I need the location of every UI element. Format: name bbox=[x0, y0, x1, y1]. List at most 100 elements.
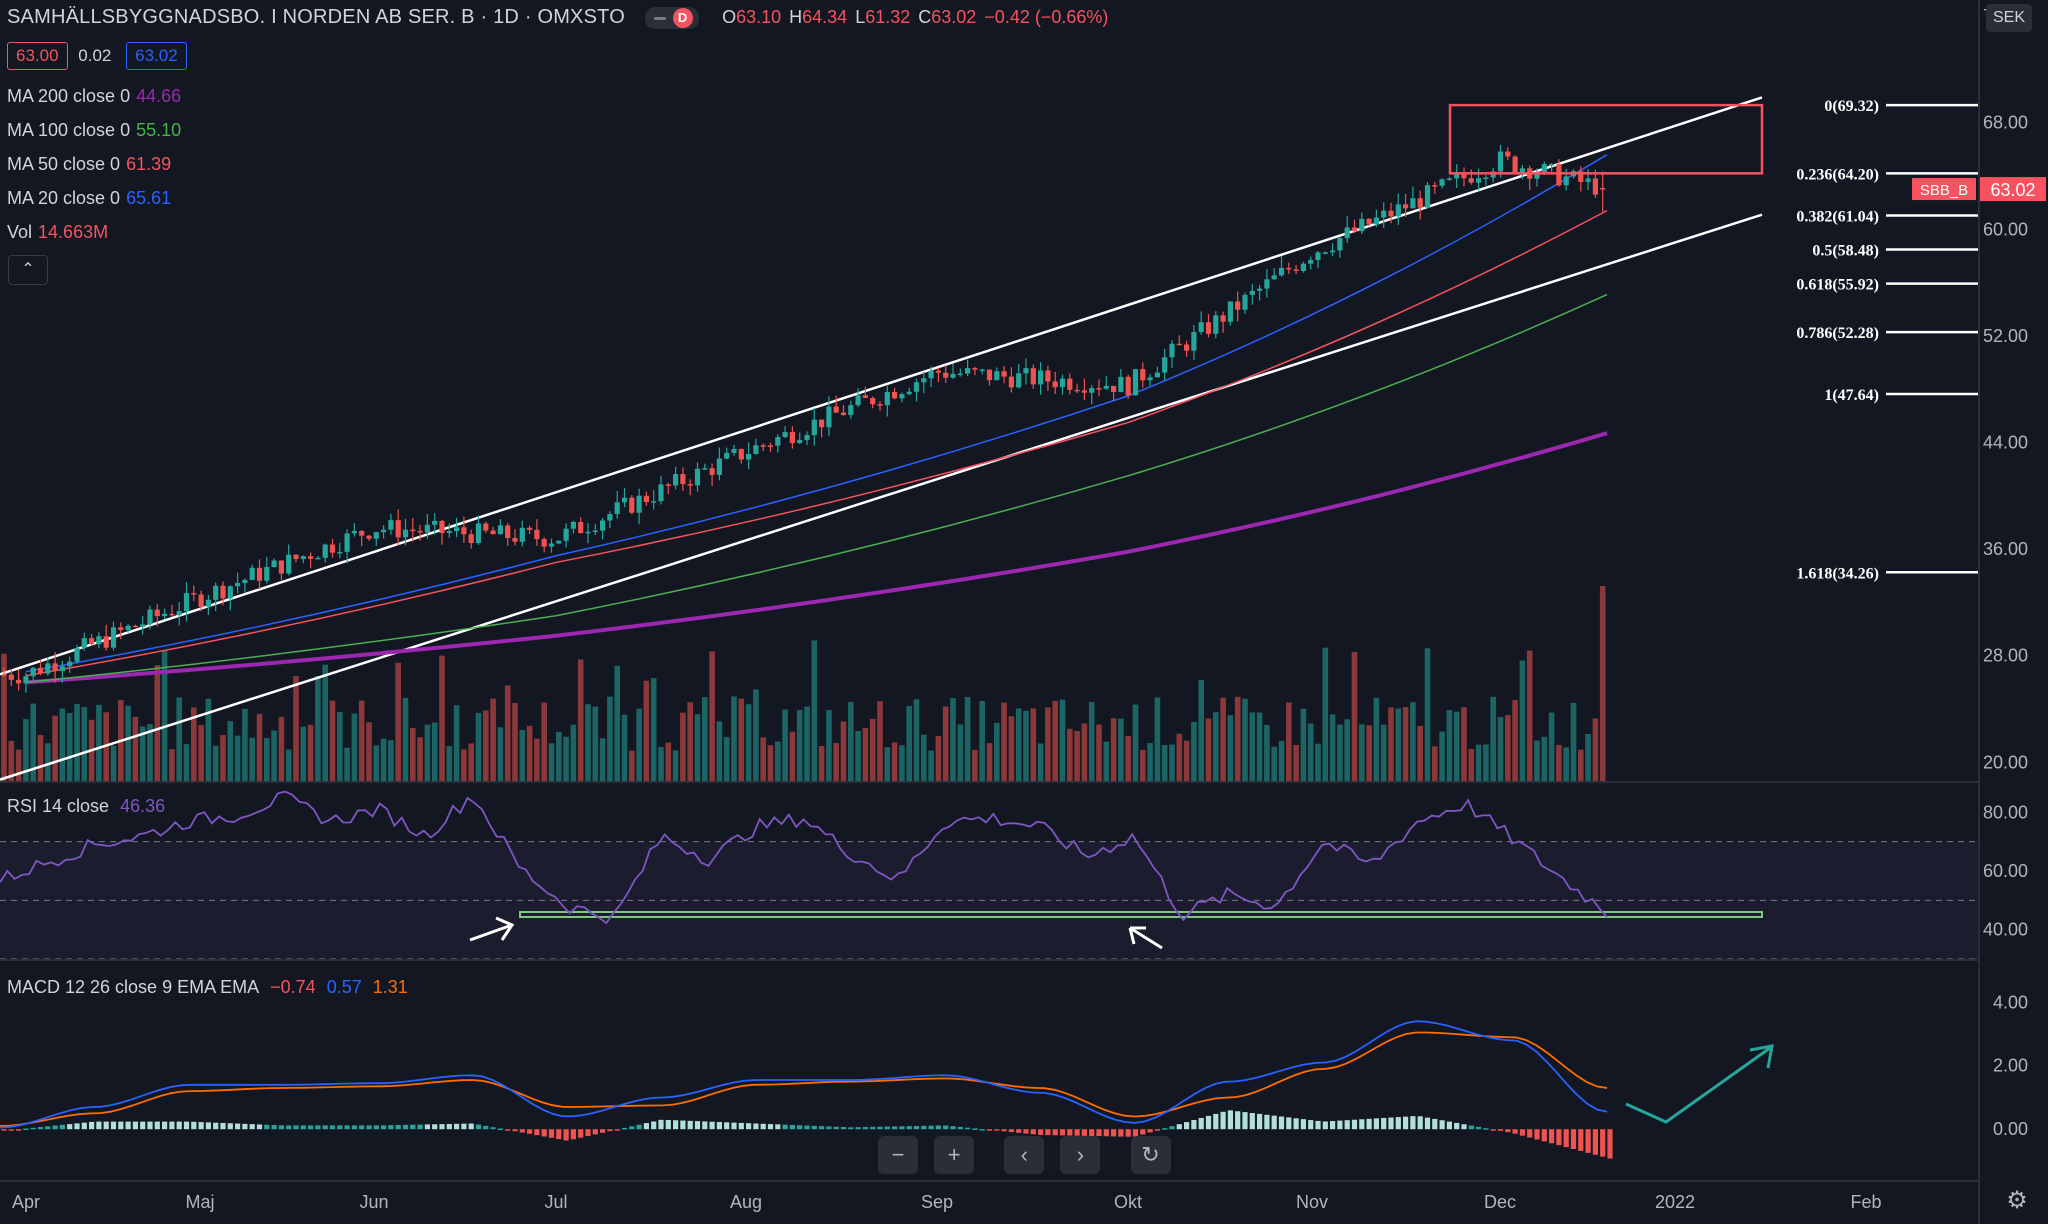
volume-bar bbox=[161, 650, 168, 781]
volume-bar bbox=[1213, 712, 1219, 781]
volume-bar bbox=[826, 710, 832, 781]
scroll-left-button[interactable]: ‹ bbox=[1004, 1136, 1045, 1174]
candle-body bbox=[1016, 373, 1022, 388]
macd-histogram-bar bbox=[505, 1129, 511, 1131]
rsi-support-line bbox=[519, 911, 1763, 918]
volume-bar bbox=[1118, 718, 1124, 781]
candle-body bbox=[1081, 390, 1087, 393]
zoom-out-button[interactable]: − bbox=[878, 1136, 918, 1174]
candle-body bbox=[921, 378, 927, 383]
pane-separator-2[interactable] bbox=[0, 959, 1978, 961]
reset-icon: ↻ bbox=[1141, 1142, 1160, 1167]
volume-bar bbox=[585, 704, 591, 781]
candle-body bbox=[125, 625, 131, 631]
scroll-left-icon: ‹ bbox=[1020, 1142, 1028, 1167]
candle-body bbox=[1549, 164, 1555, 166]
candle-body bbox=[52, 663, 58, 672]
volume-bar bbox=[1380, 724, 1387, 781]
symbol-title[interactable]: SAMHÄLLSBYGGNADSBO. I NORDEN AB SER. B ·… bbox=[7, 6, 625, 28]
volume-bar bbox=[775, 741, 781, 781]
volume-bar bbox=[702, 697, 708, 781]
macd-histogram-bar bbox=[1578, 1129, 1584, 1151]
volume-bar bbox=[431, 722, 438, 781]
ask-price[interactable]: 63.02 bbox=[126, 42, 187, 70]
minus-icon bbox=[653, 16, 666, 20]
candle-body bbox=[278, 560, 284, 574]
volume-bar bbox=[1446, 710, 1453, 781]
pane-separator-1[interactable] bbox=[0, 781, 1978, 783]
macd-histogram-bar bbox=[1132, 1129, 1139, 1137]
macd-histogram-bar bbox=[921, 1125, 927, 1130]
candle-body bbox=[1403, 204, 1409, 209]
zoom-in-button[interactable]: + bbox=[934, 1136, 975, 1174]
indicator-legend-row[interactable]: MA 50 close 0 61.39 bbox=[7, 152, 177, 176]
macd-histogram-bar bbox=[118, 1121, 124, 1130]
candle-body bbox=[293, 554, 299, 559]
macd-histogram-bar bbox=[673, 1120, 679, 1130]
macd-histogram-bar bbox=[344, 1125, 350, 1130]
macd-histogram-bar bbox=[1074, 1129, 1080, 1136]
volume-bar bbox=[950, 698, 956, 781]
indicator-legend-row[interactable]: Vol 14.663M bbox=[7, 220, 114, 244]
macd-histogram-bar bbox=[1257, 1113, 1263, 1130]
candle-body bbox=[986, 369, 993, 381]
candle-body bbox=[329, 544, 336, 553]
macd-histogram-bar bbox=[1315, 1120, 1321, 1130]
time-axis-tick-label: Nov bbox=[1296, 1192, 1328, 1212]
volume-bar bbox=[417, 737, 423, 781]
indicator-legend-row[interactable]: MA 100 close 0 55.10 bbox=[7, 118, 187, 142]
macd-legend-label[interactable]: MACD 12 26 close 9 EMA EMA bbox=[7, 977, 260, 997]
bid-price[interactable]: 63.00 bbox=[7, 42, 68, 70]
candle-body bbox=[1118, 376, 1124, 393]
macd-histogram-bar bbox=[1512, 1129, 1518, 1134]
volume-bar bbox=[1388, 707, 1394, 781]
candle-body bbox=[402, 529, 409, 538]
macd-histogram-bar bbox=[227, 1123, 233, 1130]
candle-body bbox=[585, 531, 591, 534]
volume-bar bbox=[1578, 749, 1584, 781]
volume-bar bbox=[1344, 719, 1350, 781]
macd-histogram-bar bbox=[395, 1125, 401, 1130]
gear-icon[interactable]: ⚙ bbox=[2006, 1187, 2028, 1214]
collapse-legend-button[interactable]: ⌃ bbox=[8, 255, 48, 285]
candle-body bbox=[1052, 381, 1058, 388]
interval-toggle[interactable]: D bbox=[644, 6, 699, 29]
macd-histogram-bar bbox=[833, 1126, 839, 1130]
volume-bar bbox=[563, 736, 569, 781]
volume-bar bbox=[994, 722, 1000, 781]
chevron-up-icon: ⌃ bbox=[21, 261, 35, 278]
macd-histogram-bar bbox=[986, 1129, 993, 1131]
time-axis-tick-label: Sep bbox=[921, 1192, 953, 1212]
reset-chart-button[interactable]: ↻ bbox=[1130, 1136, 1171, 1174]
volume-bar bbox=[1322, 647, 1329, 781]
candle-body bbox=[673, 474, 679, 486]
scroll-right-button[interactable]: › bbox=[1060, 1136, 1101, 1174]
macd-histogram-bar bbox=[278, 1125, 284, 1130]
macd-histogram-bar bbox=[1381, 1117, 1387, 1130]
candle-body bbox=[1461, 173, 1467, 179]
rsi-legend-label[interactable]: RSI 14 close bbox=[7, 796, 110, 816]
fibonacci-level-label: 0.5(58.48) bbox=[1812, 243, 1879, 260]
candle-body bbox=[607, 514, 613, 521]
candle-body bbox=[1089, 388, 1095, 393]
volume-bar bbox=[891, 742, 898, 781]
volume-bar bbox=[1585, 734, 1591, 781]
volume-bar bbox=[731, 696, 737, 781]
volume-bar bbox=[1599, 586, 1606, 781]
volume-bar bbox=[1497, 717, 1504, 781]
price-axis-tick-label: 60.00 bbox=[1983, 219, 2028, 239]
macd-histogram-bar bbox=[680, 1120, 686, 1130]
volume-bar bbox=[899, 745, 905, 781]
candle-body bbox=[344, 533, 350, 552]
candle-body bbox=[439, 520, 445, 534]
volume-bar bbox=[30, 703, 36, 781]
volume-bar bbox=[23, 719, 29, 781]
macd-histogram-bar bbox=[1388, 1117, 1394, 1130]
indicator-legend-row[interactable]: MA 20 close 0 65.61 bbox=[7, 186, 177, 210]
indicator-legend-row[interactable]: MA 200 close 0 44.66 bbox=[7, 84, 187, 108]
macd-histogram-bar bbox=[731, 1122, 737, 1130]
macd-histogram-bar bbox=[1096, 1129, 1102, 1137]
currency-button[interactable]: SEK bbox=[1986, 4, 2032, 32]
candle-body bbox=[1315, 252, 1321, 260]
